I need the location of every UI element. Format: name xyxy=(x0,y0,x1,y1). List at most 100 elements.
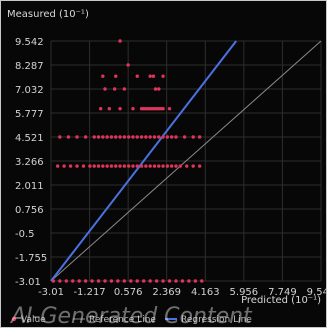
data-point xyxy=(197,164,202,168)
data-point xyxy=(131,107,135,111)
data-point xyxy=(96,279,101,283)
data-point xyxy=(75,164,79,168)
y-tick-label: 0.756 xyxy=(15,205,44,216)
x-tick-label: -3.01 xyxy=(38,287,64,298)
data-point xyxy=(142,279,146,283)
data-point xyxy=(161,164,165,168)
data-point xyxy=(148,135,152,139)
data-point xyxy=(161,107,165,111)
x-tick-label: 4.163 xyxy=(191,287,220,298)
data-point xyxy=(81,164,86,168)
data-point xyxy=(92,164,96,168)
data-point xyxy=(55,164,60,168)
data-point xyxy=(114,74,118,78)
x-tick-label: 7.749 xyxy=(268,287,297,298)
data-point xyxy=(157,164,161,168)
data-point xyxy=(92,135,96,139)
data-point xyxy=(139,164,144,168)
data-point xyxy=(51,279,56,283)
data-point xyxy=(161,135,165,139)
data-point xyxy=(122,164,127,168)
data-point xyxy=(105,164,109,168)
tick-layer: -3.01 -1.217 0.576 2.369 4.163 5.956 7.749 9.54… xyxy=(15,37,327,298)
data-point xyxy=(96,135,101,139)
data-point xyxy=(174,135,178,139)
data-point xyxy=(131,164,135,168)
data-point xyxy=(83,279,88,283)
data-point xyxy=(139,135,144,139)
data-point xyxy=(101,164,105,168)
data-point xyxy=(118,135,122,139)
data-point xyxy=(169,164,174,168)
data-point xyxy=(135,164,139,168)
data-point xyxy=(118,164,122,168)
legend: Value Reference Line Regression Line xyxy=(11,315,252,325)
data-point xyxy=(109,279,114,283)
x-tick-label: 0.576 xyxy=(114,287,143,298)
point-layer xyxy=(51,39,204,283)
data-point xyxy=(101,135,105,139)
data-point xyxy=(135,135,139,139)
data-point xyxy=(114,135,118,139)
data-point xyxy=(148,74,152,78)
data-point xyxy=(83,135,88,139)
data-point xyxy=(118,107,122,111)
y-tick-label: 5.777 xyxy=(15,109,44,120)
data-point xyxy=(135,74,139,78)
data-point xyxy=(144,135,148,139)
data-point xyxy=(88,164,92,168)
data-point xyxy=(118,39,122,43)
data-point xyxy=(152,135,157,139)
data-point xyxy=(197,135,202,139)
data-point xyxy=(165,164,170,168)
y-tick-label: 8.287 xyxy=(15,61,44,72)
data-point xyxy=(187,279,191,283)
data-point xyxy=(64,279,68,283)
data-point xyxy=(112,87,117,91)
data-point xyxy=(148,164,152,168)
legend-value-marker xyxy=(11,316,17,322)
y-tick-label: -0.5 xyxy=(15,229,35,240)
y-tick-label: 3.266 xyxy=(15,157,44,168)
data-point xyxy=(66,135,71,139)
data-point xyxy=(182,135,187,139)
data-point xyxy=(167,279,172,283)
data-point xyxy=(122,279,127,283)
data-point xyxy=(71,279,75,283)
data-point xyxy=(157,87,161,91)
x-tick-label: 9.542 xyxy=(307,287,327,298)
data-point xyxy=(58,135,62,139)
data-point xyxy=(58,279,62,283)
y-axis-title: Measured (10⁻¹) xyxy=(7,9,89,20)
data-point xyxy=(62,164,66,168)
data-point xyxy=(200,279,204,283)
y-tick-label: 7.032 xyxy=(15,85,44,96)
x-tick-label: -1.217 xyxy=(73,287,105,298)
data-point xyxy=(135,279,139,283)
y-tick-label: 4.521 xyxy=(15,133,44,144)
x-tick-label: 5.956 xyxy=(230,287,259,298)
y-tick-label: -1.755 xyxy=(15,253,47,264)
data-point xyxy=(180,279,185,283)
data-point xyxy=(126,135,131,139)
data-point xyxy=(165,135,170,139)
data-point xyxy=(144,164,148,168)
data-point xyxy=(105,135,109,139)
data-point xyxy=(185,164,189,168)
data-point xyxy=(131,135,135,139)
data-point xyxy=(122,135,127,139)
data-point xyxy=(114,164,118,168)
data-point xyxy=(191,164,195,168)
y-tick-label: 2.011 xyxy=(15,181,44,192)
data-point xyxy=(161,279,165,283)
data-point xyxy=(167,107,172,111)
legend-item-reference-line: Reference Line xyxy=(89,315,156,325)
y-tick-label: -3.01 xyxy=(15,277,41,288)
data-point xyxy=(191,135,195,139)
data-point xyxy=(126,164,131,168)
data-point xyxy=(103,279,107,283)
data-point xyxy=(68,164,73,168)
data-point xyxy=(193,279,198,283)
data-point xyxy=(107,107,111,111)
